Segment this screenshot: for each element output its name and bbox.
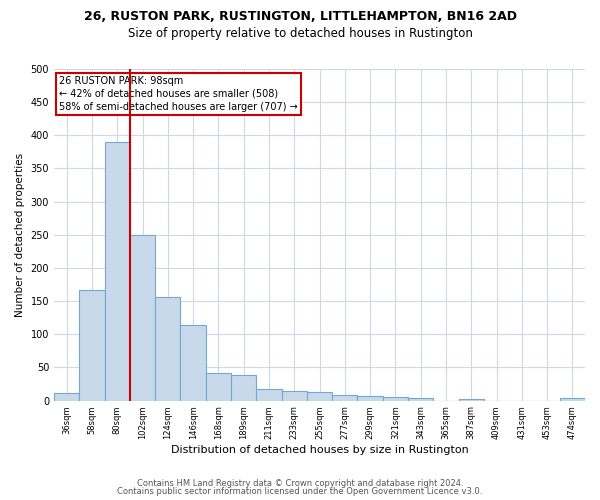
Bar — [560, 398, 585, 400]
Bar — [332, 396, 358, 400]
Bar — [206, 372, 231, 400]
Bar — [231, 374, 256, 400]
Bar — [181, 325, 206, 400]
Bar — [104, 142, 130, 401]
Bar — [307, 392, 332, 400]
Text: 26, RUSTON PARK, RUSTINGTON, LITTLEHAMPTON, BN16 2AD: 26, RUSTON PARK, RUSTINGTON, LITTLEHAMPT… — [83, 10, 517, 23]
Bar — [256, 388, 281, 400]
Bar — [54, 394, 79, 400]
Bar — [79, 290, 104, 401]
X-axis label: Distribution of detached houses by size in Rustington: Distribution of detached houses by size … — [170, 445, 469, 455]
Bar — [383, 398, 408, 400]
Text: Contains public sector information licensed under the Open Government Licence v3: Contains public sector information licen… — [118, 487, 482, 496]
Bar — [281, 390, 307, 400]
Text: Contains HM Land Registry data © Crown copyright and database right 2024.: Contains HM Land Registry data © Crown c… — [137, 478, 463, 488]
Text: 26 RUSTON PARK: 98sqm
← 42% of detached houses are smaller (508)
58% of semi-det: 26 RUSTON PARK: 98sqm ← 42% of detached … — [59, 76, 298, 112]
Bar — [458, 398, 484, 400]
Bar — [155, 297, 181, 401]
Bar — [130, 236, 155, 400]
Y-axis label: Number of detached properties: Number of detached properties — [15, 152, 25, 317]
Bar — [408, 398, 433, 400]
Text: Size of property relative to detached houses in Rustington: Size of property relative to detached ho… — [128, 28, 472, 40]
Bar — [358, 396, 383, 400]
